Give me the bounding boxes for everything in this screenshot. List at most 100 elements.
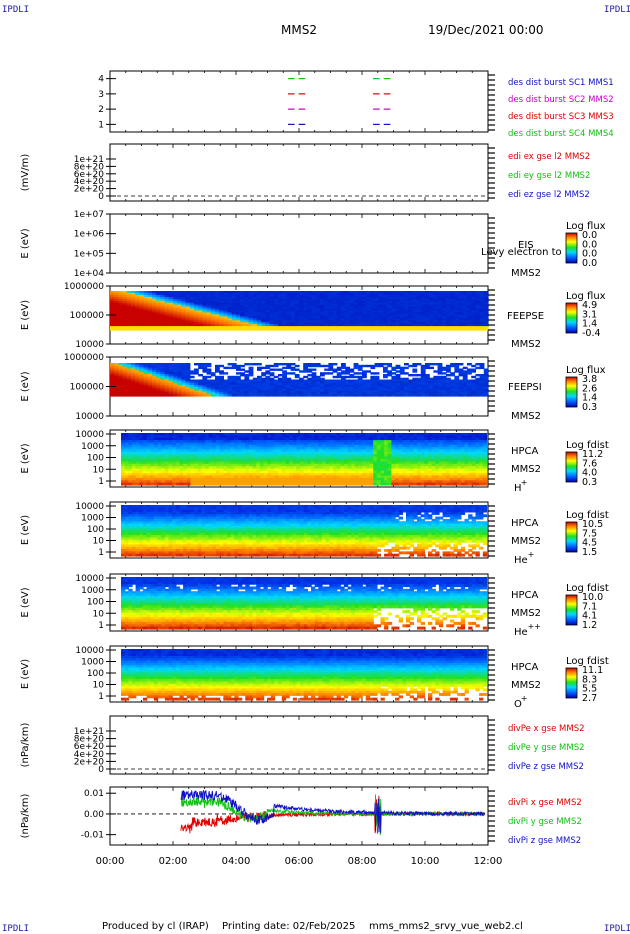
feepse-y-tick-label: 10000: [75, 340, 104, 350]
eis-y-tick-label: 1e+05: [74, 249, 104, 259]
eis-colorbar-title: Log flux: [566, 221, 606, 232]
hpca_h-y-tick-label: 10000: [75, 430, 104, 440]
hpca_he-spacecraft-label: MMS2: [511, 536, 541, 547]
hpca_h-y-tick-label: 10: [93, 465, 105, 475]
divpi-y-axis: -0.01 0.00 0.01: [81, 789, 116, 841]
corner-label-bottom-left: IPDLI: [2, 924, 30, 934]
divpe-y-tick-label: 8e+20: [74, 735, 105, 745]
feepsi-colorbar-value: 3.8: [582, 374, 597, 385]
hpca_h-y-tick-label: 1: [98, 477, 104, 487]
divpe-frame: [109, 715, 489, 775]
divpi-legend-entry: divPi x gse MMS2: [508, 798, 582, 808]
x-tick-label: 06:00: [285, 856, 314, 867]
edi-y-tick-label: 4e+20: [74, 177, 105, 187]
hpca_h-species-charge: +: [521, 478, 528, 487]
divpi-legend-entry: divPi y gse MMS2: [508, 817, 582, 827]
hpca_hepp-y-tick-label: 10: [93, 609, 105, 619]
eis-y-axis: 1e+04 1e+05 1e+06 1e+07: [74, 210, 116, 279]
feepse-instrument-label: FEEPSE: [507, 311, 544, 322]
feepse-y-label: E (eV): [20, 300, 31, 330]
feepse-y-tick-label: 100000: [70, 311, 105, 321]
eis-colorbar-value: 0.0: [582, 230, 597, 241]
hpca_o-species-charge: +: [521, 694, 528, 703]
hpca_h-colorbar-value: 4.0: [582, 468, 597, 479]
burst-legend-entry: des dist burst SC2 MMS2: [508, 95, 614, 105]
feepsi-colorbar-value: 0.3: [582, 402, 597, 413]
hpca_he-colorbar: [565, 521, 578, 553]
hpca_he-colorbar-value: 1.5: [582, 547, 597, 558]
hpca_h-colorbar-value: 11.2: [582, 449, 603, 460]
feepsi-colorbar: [565, 376, 578, 408]
hpca_o-colorbar-value: 11.1: [582, 665, 603, 676]
feepsi-instrument-label: FEEPSI: [508, 382, 542, 393]
corner-label-top-right: IPDLI: [604, 5, 630, 15]
hpca_h-colorbar-title: Log fdist: [566, 440, 609, 451]
hpca_o-y-label: E (eV): [20, 659, 31, 689]
hpca_he-instrument-label: HPCA: [511, 518, 539, 529]
hpca_hepp-y-tick-label: 1000: [81, 586, 104, 596]
divpi-y-tick-label: -0.01: [81, 831, 104, 841]
divpe-y-tick-label: 6e+20: [74, 742, 105, 752]
corner-label-bottom-right: IPDLI: [604, 924, 630, 934]
hpca_o-colorbar: [565, 667, 578, 699]
edi-y-tick-label: 2e+20: [74, 185, 105, 195]
hpca_o-spectrogram: [121, 649, 488, 701]
hpca_h-y-tick-label: 1000: [81, 442, 104, 452]
eis-instrument-label: EIS: [518, 240, 534, 251]
hpca_hepp-y-tick-label: 100: [87, 598, 104, 608]
footer-filename: mms_mms2_srvy_vue_web2.cl: [369, 921, 523, 932]
burst-y-tick-label: 4: [98, 75, 104, 85]
divpe-legend-entry: divPe y gse MMS2: [508, 743, 585, 753]
edi-legend-entry: edi ex gse l2 MMS2: [508, 152, 590, 162]
edi-y-tick-label: 6e+20: [74, 170, 105, 180]
divpe-y-tick-label: 0: [98, 765, 104, 775]
x-tick-label: 02:00: [159, 856, 188, 867]
feepsi-colorbar-title: Log flux: [566, 365, 606, 376]
feepsi-spectrogram: [110, 363, 489, 397]
feepsi-spacecraft-label: MMS2: [511, 411, 541, 422]
hpca_o-y-tick-label: 1000: [81, 658, 104, 668]
hpca_hepp-colorbar-title: Log fdist: [566, 583, 609, 594]
hpca_o-spacecraft-label: MMS2: [511, 680, 541, 691]
divpi-y-tick-label: 0.01: [84, 789, 104, 799]
feepsi-y-tick-label: 10000: [75, 412, 104, 422]
hpca_he-colorbar-value: 4.5: [582, 538, 597, 549]
divpi-legend-entry: divPi z gse MMS2: [508, 836, 581, 846]
burst-y-tick-label: 3: [98, 90, 104, 100]
feepse-colorbar-value: 3.1: [582, 309, 597, 320]
hpca_he-y-tick-label: 10000: [75, 502, 104, 512]
divpi-y-label: (nPa/km): [20, 794, 31, 839]
eis-y-tick-label: 1e+06: [74, 230, 105, 240]
burst-legend-entry: des dist burst SC4 MMS4: [508, 129, 614, 139]
divpi-frame: [109, 786, 489, 846]
hpca_he-y-label: E (eV): [20, 515, 31, 545]
burst-y-tick-label: 1: [98, 120, 104, 130]
hpca_he-colorbar-value: 7.5: [582, 528, 597, 539]
feepsi-colorbar-value: 2.6: [582, 383, 597, 394]
hpca_h-colorbar-value: 0.3: [582, 477, 597, 488]
hpca_o-y-tick-label: 10000: [75, 646, 104, 656]
feepse-y-axis: 10000 100000 1000000: [64, 282, 116, 350]
hpca_he-y-tick-label: 100: [87, 525, 104, 535]
edi-legend-entry: edi ey gse l2 MMS2: [508, 171, 590, 181]
x-tick-label: 04:00: [222, 856, 251, 867]
hpca_o-colorbar-title: Log fdist: [566, 656, 609, 667]
edi-y-tick-label: 0: [98, 192, 104, 202]
hpca_hepp-instrument-label: HPCA: [511, 590, 539, 601]
x-tick-label: 00:00: [96, 856, 125, 867]
feepse-y-tick-label: 1000000: [64, 282, 104, 292]
x-tick-label: 12:00: [474, 856, 503, 867]
hpca_he-species-charge: +: [528, 550, 535, 559]
hpca_he-y-tick-label: 1: [98, 548, 104, 558]
spacecraft-title: MMS2: [281, 23, 317, 37]
divpe-y-tick-label: 4e+20: [74, 750, 105, 760]
burst-frame: [109, 70, 489, 133]
hpca_he-spectrogram: [121, 505, 488, 557]
hpca_h-colorbar: [565, 451, 578, 483]
divpe-legend-entry: divPe z gse MMS2: [508, 762, 584, 772]
eis-colorbar-value: 0.0: [582, 258, 597, 269]
